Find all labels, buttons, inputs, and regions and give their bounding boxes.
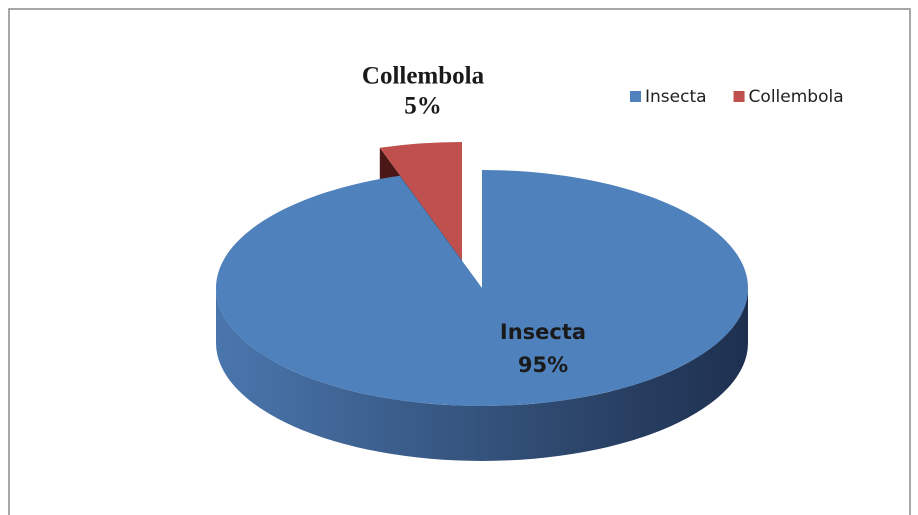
data-label-value: 95% [518, 353, 568, 377]
data-label-name: Collembola [362, 63, 485, 90]
pie [215, 142, 748, 461]
legend-label: Insecta [645, 87, 707, 107]
legend-swatch [630, 91, 641, 102]
legend-label: Collembola [749, 87, 844, 107]
legend: Insecta Collembola [630, 87, 844, 107]
data-label-value: 5% [404, 93, 442, 120]
data-label-name: Insecta [500, 320, 586, 344]
slice [379, 142, 462, 260]
slice [215, 170, 748, 407]
labels: Insecta 95% Collembola 5% [362, 63, 586, 377]
legend-swatch [733, 91, 745, 102]
slice-side [216, 288, 748, 461]
